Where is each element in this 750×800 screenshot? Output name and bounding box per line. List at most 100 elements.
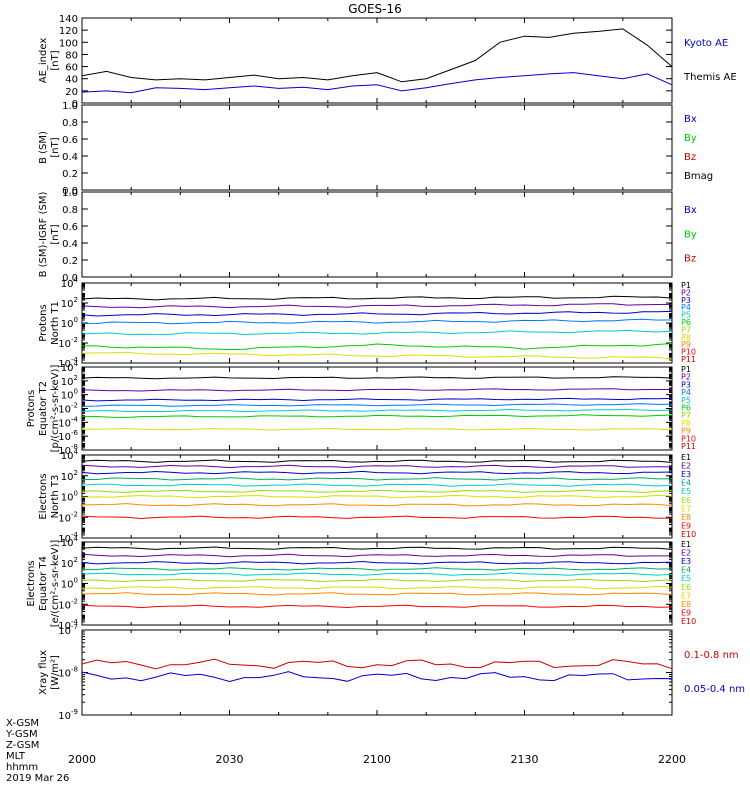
y-tick-label: 100 <box>61 388 78 402</box>
legend-entry: By <box>684 133 697 144</box>
series-line-E2 <box>81 553 672 558</box>
y-tick-label: 102 <box>61 296 78 310</box>
legend-entry: 0.05-0.4 nm <box>684 684 745 695</box>
series-line-E3 <box>81 470 673 475</box>
legend-entry: E1 <box>681 453 691 462</box>
legend-entry: E3 <box>681 557 691 566</box>
series-line-E5 <box>81 572 673 576</box>
y-tick-label: 1.0 <box>62 101 78 112</box>
y-axis-label: Xray flux <box>38 650 49 695</box>
legend-entry: P10 <box>681 348 696 357</box>
series-line-P5 <box>81 408 673 413</box>
legend-entry: P1 <box>681 365 691 374</box>
y-tick-label: 60 <box>65 63 78 74</box>
y-axis-label: [nT] <box>50 224 61 244</box>
series-line-P8 <box>81 351 673 360</box>
legend-entry: E7 <box>681 504 691 513</box>
series-line-P1 <box>81 376 673 380</box>
legend-entry: E4 <box>681 566 691 575</box>
legend-entry: E4 <box>681 479 691 488</box>
y-tick-label: 0 <box>72 99 78 110</box>
legend-entry: P8 <box>681 419 691 428</box>
y-tick-label: 0.0 <box>62 186 78 197</box>
y-tick-label: 140 <box>59 14 78 25</box>
y-axis-label: [e/(cm²-s-sr-keV)] <box>50 540 61 628</box>
series-line-E1 <box>81 459 673 463</box>
legend-entry: E6 <box>681 583 691 592</box>
y-tick-label: 10-2 <box>58 597 78 611</box>
legend-entry: Bmag <box>684 171 713 182</box>
legend-entry: Themis AE <box>683 72 737 83</box>
y-tick-label: 0.2 <box>62 169 78 180</box>
x-tick-label: 2000 <box>68 753 96 766</box>
series-line-P4 <box>81 403 673 407</box>
y-tick-label: 40 <box>65 75 78 86</box>
y-axis-label: Equator T4 <box>38 556 49 611</box>
legend-entry: E6 <box>681 496 691 505</box>
legend-entry: P2 <box>681 288 691 297</box>
legend-entry: E2 <box>681 462 691 471</box>
x-tick-label: 2030 <box>216 753 244 766</box>
y-tick-label: 0.6 <box>62 135 78 146</box>
x-tick-label: 2130 <box>511 753 539 766</box>
y-tick-label: 10-2 <box>58 402 78 416</box>
y-axis-label: [nT] <box>50 50 61 70</box>
coord-label: Z-GSM <box>6 740 39 751</box>
panel-frame <box>81 17 673 104</box>
series-line-E5 <box>81 483 673 487</box>
x-tick-label: 2100 <box>363 753 391 766</box>
y-tick-label: 10-8 <box>58 666 78 680</box>
y-axis-label: [W/m²] <box>50 655 61 690</box>
legend-entry: E2 <box>681 549 691 558</box>
legend-entry: E10 <box>681 530 696 539</box>
legend-entry: E9 <box>681 521 691 530</box>
series-line-E1 <box>81 546 673 550</box>
chart-title: GOES-16 <box>348 2 402 16</box>
y-axis-label: B (SM)-IGRF (SM) <box>38 192 49 278</box>
y-tick-label: 0.8 <box>62 118 78 129</box>
series-line-E8 <box>81 592 673 596</box>
series-line-0.1-0.8 nm <box>81 658 673 670</box>
legend-entry: P7 <box>681 325 691 334</box>
y-tick-label: 100 <box>59 38 78 49</box>
legend-entry: E10 <box>681 617 696 626</box>
y-axis-label: [nT] <box>50 137 61 157</box>
legend-entry: P10 <box>681 434 696 443</box>
series-line-P1 <box>81 295 673 301</box>
legend-entry: P7 <box>681 411 691 420</box>
y-tick-label: 0.2 <box>62 256 78 267</box>
panel-frame <box>81 191 673 278</box>
series-line-P3 <box>81 310 673 317</box>
legend-entry: P4 <box>681 388 691 397</box>
legend-entry: Kyoto AE <box>684 38 728 49</box>
legend-entry: E8 <box>681 600 691 609</box>
series-line-P5 <box>81 329 673 336</box>
y-tick-label: 10-2 <box>58 510 78 524</box>
y-axis-label: B (SM) <box>38 131 49 164</box>
y-tick-label: 10-4 <box>58 356 78 370</box>
y-tick-label: 104 <box>61 448 79 462</box>
legend-entry: Bz <box>684 152 696 163</box>
y-tick-label: 10-2 <box>58 336 78 350</box>
legend-entry: E1 <box>681 540 691 549</box>
panel-frame <box>81 104 673 191</box>
legend-entry: P5 <box>681 311 691 320</box>
series-line-Themis AE <box>81 28 673 83</box>
y-tick-label: 10-6 <box>58 429 78 443</box>
y-tick-label: 100 <box>61 490 78 504</box>
series-line-P3 <box>81 397 673 402</box>
series-line-E9 <box>81 604 673 609</box>
x-tick-label: 2200 <box>658 753 686 766</box>
series-line-P8 <box>81 427 673 431</box>
legend-entry: P4 <box>681 303 691 312</box>
series-line-P2 <box>81 388 673 392</box>
y-tick-label: 10-4 <box>58 531 78 545</box>
y-tick-label: 20 <box>65 87 78 98</box>
series-line-E7 <box>81 585 673 590</box>
series-line-E2 <box>81 464 673 469</box>
legend-entry: By <box>684 229 697 240</box>
series-line-E3 <box>81 560 673 565</box>
y-tick-label: 104 <box>61 276 79 290</box>
legend-entry: P9 <box>681 340 691 349</box>
legend-entry: E5 <box>681 574 691 583</box>
